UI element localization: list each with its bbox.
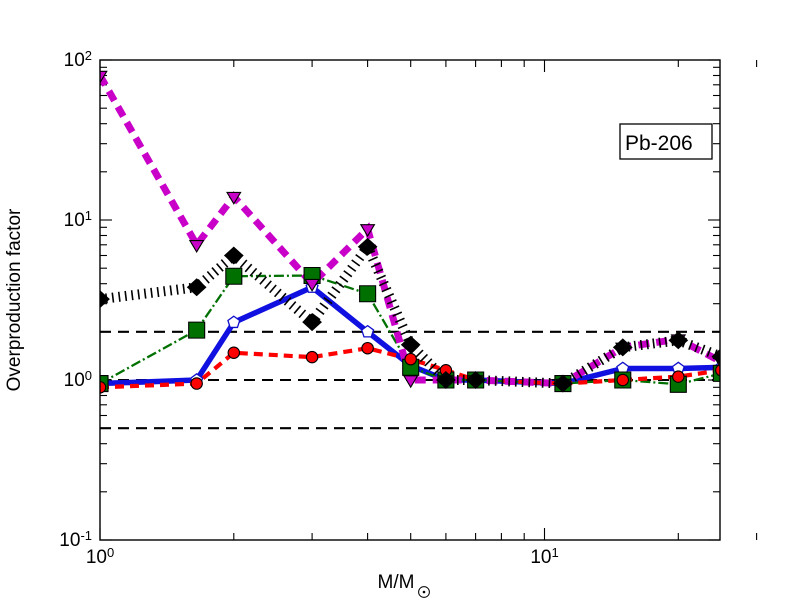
svg-text:Overproduction factor: Overproduction factor xyxy=(4,208,25,391)
svg-text:100: 100 xyxy=(86,545,114,568)
svg-text:100: 100 xyxy=(64,368,92,391)
svg-text:101: 101 xyxy=(530,545,558,568)
svg-text:Pb-206: Pb-206 xyxy=(625,132,693,155)
svg-text:101: 101 xyxy=(64,208,92,231)
svg-text:M/M: M/M xyxy=(378,572,415,593)
svg-text:102: 102 xyxy=(64,48,92,71)
